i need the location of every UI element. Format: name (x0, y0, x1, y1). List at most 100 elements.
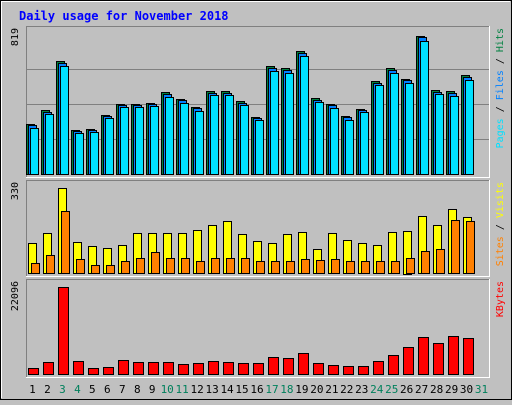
bar-kbytes-day-30 (463, 338, 474, 375)
bar-pages-day-29 (450, 96, 459, 175)
bar-pages-day-27 (420, 41, 429, 175)
bar-kbytes-day-1 (28, 368, 39, 375)
day-label: 26 (400, 383, 413, 396)
bar-kbytes-day-25 (388, 355, 399, 375)
bar-pages-day-2 (45, 114, 54, 175)
bar-sites-day-11 (181, 258, 190, 274)
bar-pages-day-4 (75, 133, 84, 175)
day-label: 7 (119, 383, 126, 396)
day-label: 23 (355, 383, 368, 396)
legend-entry: Files (495, 70, 506, 100)
bar-sites-day-15 (241, 258, 250, 274)
panel-visits-sites: 330 Sites / Visits (10, 180, 506, 277)
bar-kbytes-day-10 (163, 362, 174, 375)
bar-kbytes-day-22 (343, 366, 354, 375)
day-label: 31 (475, 383, 488, 396)
bar-pages-day-3 (60, 66, 69, 175)
bar-pages-day-5 (90, 132, 99, 175)
bar-pages-day-8 (135, 107, 144, 175)
legend-entry: / (495, 52, 506, 70)
bar-kbytes-day-13 (208, 361, 219, 375)
bar-kbytes-day-3 (58, 287, 69, 375)
axis-max-label: 819 (10, 28, 21, 46)
legend-visits-sites: Sites / Visits (495, 182, 506, 266)
bar-kbytes-day-20 (313, 363, 324, 375)
bar-sites-day-3 (61, 211, 70, 274)
chart-title: Daily usage for November 2018 (19, 9, 229, 23)
bar-kbytes-day-4 (73, 361, 84, 375)
bar-sites-day-18 (286, 261, 295, 274)
day-label: 10 (161, 383, 174, 396)
bar-pages-day-23 (360, 112, 369, 175)
day-label: 22 (340, 383, 353, 396)
bar-sites-day-4 (76, 259, 85, 274)
day-label: 16 (250, 383, 263, 396)
panel-hits-files-pages: 819 Pages / Files / Hits (10, 26, 506, 178)
bar-pages-day-7 (120, 107, 129, 175)
day-label: 14 (220, 383, 234, 396)
day-label: 24 (370, 383, 384, 396)
bar-pages-day-10 (165, 97, 174, 175)
bar-pages-day-22 (345, 120, 354, 175)
legend-kbytes: KBytes (495, 281, 506, 317)
bar-sites-day-22 (346, 261, 355, 274)
bar-pages-day-16 (255, 120, 264, 175)
bar-visits-day-26 (403, 231, 412, 275)
bar-kbytes-day-23 (358, 366, 369, 375)
day-label: 11 (176, 383, 189, 396)
legend-entry: KBytes (495, 281, 506, 317)
bar-kbytes-day-5 (88, 368, 99, 375)
day-label: 20 (310, 383, 323, 396)
bar-kbytes-day-7 (118, 360, 129, 375)
bar-kbytes-day-26 (403, 347, 414, 375)
legend-entry: / (495, 100, 506, 118)
bar-sites-day-25 (391, 261, 400, 274)
bar-pages-day-9 (150, 106, 159, 175)
bar-pages-day-21 (330, 108, 339, 175)
bar-sites-day-27 (421, 251, 430, 274)
bar-sites-day-10 (166, 258, 175, 274)
bar-pages-day-17 (270, 71, 279, 175)
bar-kbytes-day-28 (433, 343, 444, 375)
day-label: 27 (415, 383, 428, 396)
bar-kbytes-day-2 (43, 362, 54, 375)
bar-sites-day-20 (316, 260, 325, 274)
day-label: 30 (460, 383, 473, 396)
bar-sites-day-23 (361, 261, 370, 274)
bar-pages-day-11 (180, 103, 189, 175)
bar-pages-day-13 (210, 95, 219, 175)
day-label: 6 (104, 383, 111, 396)
bar-kbytes-day-29 (448, 336, 459, 375)
bar-pages-day-15 (240, 105, 249, 175)
day-label: 18 (280, 383, 293, 396)
day-label: 13 (205, 383, 218, 396)
bar-sites-day-21 (331, 259, 340, 274)
bar-pages-day-19 (300, 56, 309, 175)
bar-kbytes-day-14 (223, 362, 234, 375)
bar-kbytes-day-15 (238, 363, 249, 375)
bar-pages-day-6 (105, 118, 114, 175)
day-label: 5 (89, 383, 96, 396)
bar-sites-day-12 (196, 261, 205, 274)
day-label: 17 (265, 383, 278, 396)
bar-kbytes-day-19 (298, 353, 309, 375)
bar-sites-day-29 (451, 220, 460, 274)
bar-pages-day-25 (390, 73, 399, 175)
bar-pages-day-24 (375, 85, 384, 175)
bar-sites-day-30 (466, 221, 475, 274)
legend-entry: Visits (495, 182, 506, 218)
bar-sites-day-28 (436, 249, 445, 274)
bar-kbytes-day-9 (148, 362, 159, 375)
bar-kbytes-day-12 (193, 363, 204, 375)
chart-panels: 819 Pages / Files / Hits 330 Sites / Visits… (10, 26, 506, 378)
bar-kbytes-day-6 (103, 367, 114, 375)
day-label: 8 (134, 383, 141, 396)
bar-pages-day-26 (405, 83, 414, 175)
bar-sites-day-5 (91, 265, 100, 274)
bar-sites-day-17 (271, 261, 280, 274)
day-label: 25 (385, 383, 398, 396)
bar-sites-day-14 (226, 258, 235, 274)
bar-pages-day-1 (30, 128, 39, 175)
bar-pages-day-12 (195, 111, 204, 175)
